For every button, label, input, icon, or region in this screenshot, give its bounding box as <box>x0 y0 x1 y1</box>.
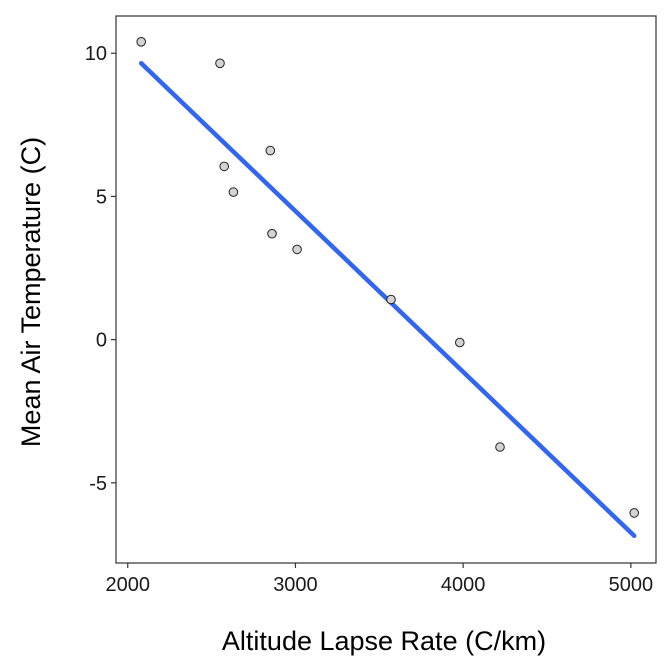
x-tick-label: 2000 <box>105 574 150 596</box>
data-point-9 <box>455 337 465 348</box>
x-axis-title: Altitude Lapse Rate (C/km) <box>222 626 546 656</box>
y-tick-label: 10 <box>85 43 107 65</box>
data-point-3 <box>219 161 229 172</box>
x-tick-label: 5000 <box>609 574 654 596</box>
x-tick-label: 4000 <box>441 574 486 596</box>
plot-border <box>115 15 657 564</box>
data-point-10 <box>495 442 505 452</box>
data-point-6 <box>267 228 277 239</box>
plot-area <box>136 37 640 539</box>
y-tick-label: -5 <box>89 473 107 495</box>
data-point-11 <box>629 508 640 518</box>
y-axis-title: Mean Air Temperature (C) <box>16 137 46 447</box>
x-tick-label: 3000 <box>273 574 318 596</box>
y-tick-label: 5 <box>96 186 107 208</box>
y-tick-label: 0 <box>96 330 107 352</box>
data-point-7 <box>292 244 302 255</box>
data-point-1 <box>136 37 146 47</box>
data-point-4 <box>228 187 239 197</box>
data-point-8 <box>386 294 396 305</box>
data-point-2 <box>215 58 225 69</box>
data-point-5 <box>265 145 276 156</box>
axes: 2000 3000 4000 5000 -5 0 5 10 <box>85 15 657 596</box>
